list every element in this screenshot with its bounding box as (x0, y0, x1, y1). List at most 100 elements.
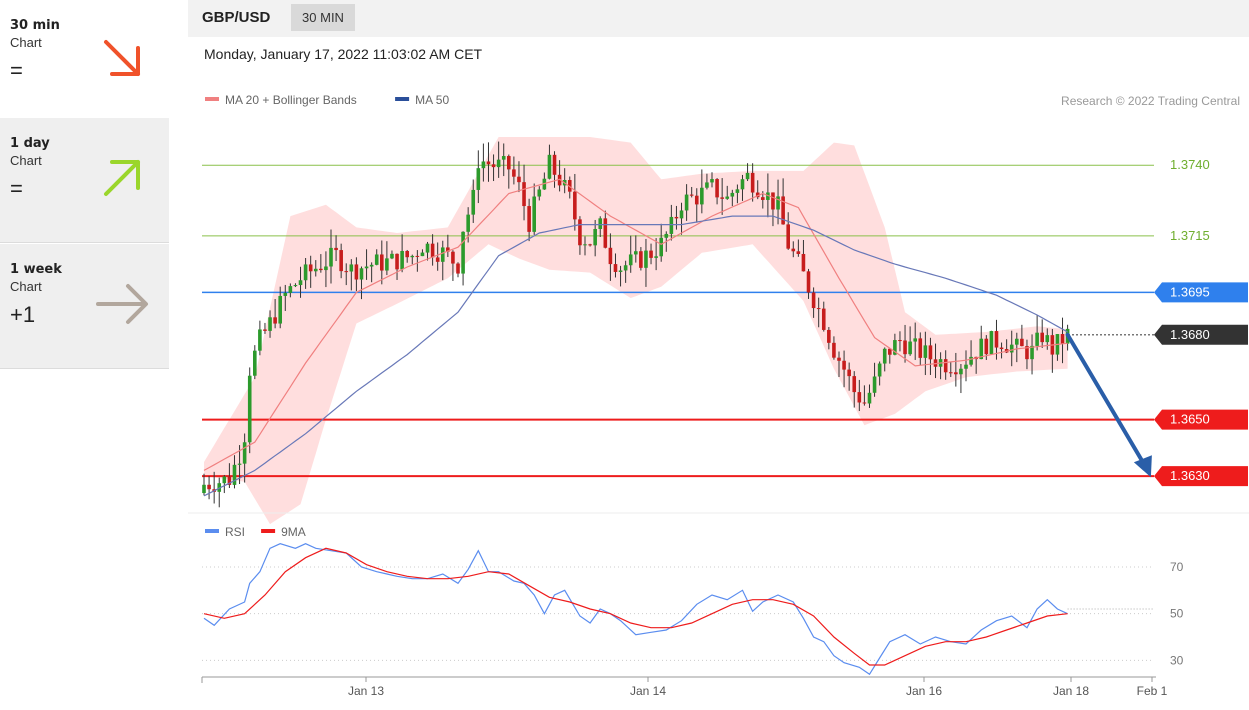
down-right-arrow-icon (104, 40, 140, 76)
candle-body (649, 250, 653, 258)
time-axis-label: Jan 13 (348, 684, 384, 698)
candle-body (273, 317, 277, 324)
candle-body (821, 308, 826, 330)
candle-body (573, 191, 577, 220)
candle-body (588, 244, 592, 246)
candle-body (496, 159, 501, 168)
timeframe-1day[interactable]: 1 day Chart = (0, 118, 169, 243)
candle-body (247, 375, 252, 443)
candle-body (501, 156, 506, 160)
candle-body (913, 338, 917, 342)
candle-body (217, 483, 222, 492)
candle-body (547, 154, 552, 179)
candle-body (720, 197, 724, 199)
candle-body (908, 341, 912, 355)
candle-body (420, 252, 425, 257)
timeframe-sub: Chart (10, 35, 42, 50)
chart-datetime: Monday, January 17, 2022 11:03:02 AM CET (204, 46, 483, 62)
forecast-arrow-icon (1065, 332, 1148, 470)
rsi-line (203, 543, 1068, 676)
candle-body (948, 372, 953, 374)
candle-body (827, 329, 831, 343)
candle-body (608, 247, 613, 265)
time-axis-label: Jan 18 (1053, 684, 1089, 698)
candle-body (735, 189, 740, 193)
legend-label: RSI (225, 525, 245, 539)
timeframe-sign: = (10, 176, 23, 201)
candle-body (989, 331, 994, 355)
candle-body (283, 292, 288, 296)
candle-body (842, 360, 846, 370)
candle-body (1009, 344, 1014, 353)
candle-body (324, 266, 328, 271)
candle-body (613, 264, 618, 272)
candle-body (623, 265, 628, 271)
timeframe-1week[interactable]: 1 week Chart +1 (0, 244, 169, 369)
candle-body (308, 264, 313, 272)
ma50-line (203, 215, 1068, 497)
time-axis-label: Feb 1 (1137, 684, 1168, 698)
candle-body (684, 194, 689, 211)
level-tag-support: 1.3650 (1154, 409, 1248, 430)
candle-body (634, 251, 638, 255)
candle-body (852, 376, 857, 393)
candle-body (415, 255, 420, 257)
symbol-label: GBP/USD (202, 9, 271, 26)
candle-body (806, 271, 811, 293)
candle-body (380, 254, 384, 271)
candle-body (837, 357, 841, 361)
candle-body (1045, 335, 1050, 343)
timeframe-badge[interactable]: 30 MIN (291, 4, 355, 31)
candle-body (263, 329, 267, 331)
candle-body (293, 285, 298, 287)
candle-body (1025, 346, 1029, 360)
candle-body (207, 484, 211, 490)
time-axis-label: Jan 14 (630, 684, 666, 698)
candle-body (700, 187, 704, 205)
time-axis-label: Jan 16 (906, 684, 942, 698)
timeframe-sub: Chart (10, 279, 42, 294)
candle-body (857, 392, 862, 403)
candle-body (471, 189, 476, 215)
candle-body (776, 196, 780, 210)
candle-body (791, 248, 796, 252)
level-label-resistance: 1.3715 (1170, 228, 1210, 243)
candle-body (298, 280, 303, 286)
candle-body (395, 253, 399, 270)
candle-body (486, 161, 491, 165)
candle-body (771, 192, 775, 210)
candle-body (745, 172, 750, 180)
candle-body (618, 270, 623, 272)
candle-body (456, 263, 460, 274)
candle-body (598, 218, 603, 229)
candle-body (694, 195, 699, 205)
timeframe-30min[interactable]: 30 min Chart = (0, 0, 169, 125)
candle-body (242, 442, 247, 464)
candle-body (583, 244, 587, 246)
candle-body (202, 484, 206, 494)
candle-body (258, 329, 262, 351)
timeframe-sidebar: 30 min Chart = 1 day Chart = 1 week Char… (0, 0, 169, 710)
candle-body (369, 264, 374, 267)
candle-body (532, 196, 536, 232)
legend-swatch (205, 529, 219, 533)
candle-body (446, 247, 450, 252)
level-tag-label: 1.3695 (1170, 284, 1210, 299)
candle-body (359, 268, 364, 280)
candle-body (278, 295, 282, 324)
candle-body (461, 231, 465, 274)
level-tag-last-price: 1.3680 (1154, 324, 1248, 345)
candle-body (527, 206, 531, 232)
right-arrow-icon (96, 284, 148, 324)
candle-body (959, 368, 963, 375)
candle-body (796, 251, 801, 254)
candle-body (1035, 332, 1039, 346)
legend-swatch (395, 97, 410, 101)
candle-body (466, 214, 470, 232)
candle-body (329, 247, 333, 267)
candle-body (344, 271, 349, 273)
timeframe-sub: Chart (10, 153, 42, 168)
candle-body (761, 197, 765, 200)
candle-body (781, 196, 785, 225)
legend-swatch (261, 529, 276, 533)
